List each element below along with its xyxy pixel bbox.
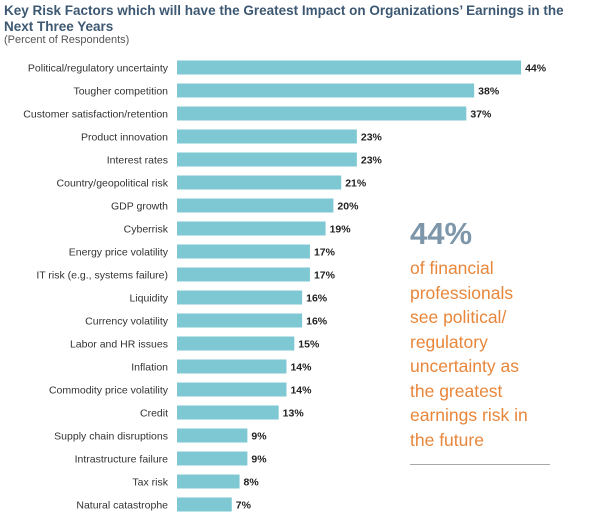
callout-line: the greatest bbox=[410, 380, 503, 401]
callout-line: earnings risk in bbox=[410, 405, 528, 425]
value-label: 19% bbox=[330, 224, 352, 236]
category-label: Inflation bbox=[131, 362, 168, 374]
value-label: 9% bbox=[251, 431, 267, 443]
bar bbox=[177, 428, 248, 443]
category-label: Cyberrisk bbox=[124, 224, 169, 236]
bar bbox=[177, 83, 475, 98]
value-label: 17% bbox=[314, 247, 336, 259]
category-label: Currency volatility bbox=[85, 316, 169, 328]
bar bbox=[177, 290, 303, 305]
chart-subtitle: (Percent of Respondents) bbox=[4, 34, 130, 46]
value-label: 37% bbox=[470, 109, 492, 121]
category-label: Political/regulatory uncertainty bbox=[28, 63, 169, 75]
bar bbox=[177, 129, 357, 144]
value-label: 8% bbox=[244, 477, 260, 489]
value-label: 16% bbox=[306, 293, 328, 305]
bar bbox=[177, 382, 287, 397]
category-label: Energy price volatility bbox=[69, 247, 169, 259]
value-label: 21% bbox=[345, 178, 367, 190]
bar bbox=[177, 106, 467, 121]
category-label: Credit bbox=[140, 408, 168, 420]
category-label: Supply chain disruptions bbox=[54, 431, 168, 443]
bar bbox=[177, 359, 287, 374]
value-label: 14% bbox=[290, 362, 312, 374]
value-label: 23% bbox=[361, 132, 383, 144]
chart-title: Key Risk Factors which will have the Gre… bbox=[4, 3, 564, 34]
callout-line: of financial bbox=[410, 258, 494, 278]
callout: 44% of financial professionals see polit… bbox=[410, 215, 590, 452]
category-label: Commodity price volatility bbox=[49, 385, 169, 397]
category-label: Intrastructure failure bbox=[75, 454, 169, 466]
value-label: 14% bbox=[290, 385, 312, 397]
value-label: 23% bbox=[361, 155, 383, 167]
bar bbox=[177, 336, 295, 351]
value-label: 9% bbox=[251, 454, 267, 466]
category-label: IT risk (e.g., systems failure) bbox=[36, 270, 168, 282]
category-label: Customer satisfaction/retention bbox=[23, 109, 168, 121]
category-label: Interest rates bbox=[107, 155, 168, 167]
value-label: 16% bbox=[306, 316, 328, 328]
category-label: Tougher competition bbox=[73, 86, 168, 98]
value-label: 38% bbox=[478, 86, 500, 98]
bar bbox=[177, 474, 240, 489]
category-label: Labor and HR issues bbox=[70, 339, 168, 351]
bar bbox=[177, 244, 310, 259]
category-label: Natural catastrophe bbox=[76, 500, 168, 512]
bar bbox=[177, 405, 279, 420]
value-label: 17% bbox=[314, 270, 336, 282]
category-label: Country/geopolitical risk bbox=[57, 178, 169, 190]
callout-line: uncertainty as bbox=[410, 356, 519, 376]
bar bbox=[177, 221, 326, 236]
category-label: Tax risk bbox=[132, 477, 168, 489]
category-label: Product innovation bbox=[81, 132, 168, 144]
value-label: 20% bbox=[337, 201, 359, 213]
callout-divider bbox=[410, 464, 550, 465]
bar bbox=[177, 313, 303, 328]
bar bbox=[177, 152, 357, 167]
category-label: Liquidity bbox=[129, 293, 168, 305]
value-label: 15% bbox=[298, 339, 320, 351]
callout-text: of financial professionals see political… bbox=[410, 256, 590, 452]
callout-line: the future bbox=[410, 429, 484, 450]
value-label: 7% bbox=[236, 500, 252, 512]
value-label: 13% bbox=[283, 408, 305, 420]
bar bbox=[177, 175, 342, 190]
category-label: GDP growth bbox=[111, 201, 168, 213]
callout-line: professionals bbox=[410, 282, 514, 303]
value-label: 44% bbox=[525, 63, 547, 75]
bar bbox=[177, 451, 248, 466]
bar bbox=[177, 60, 522, 75]
callout-line: regulatory bbox=[410, 331, 488, 352]
callout-line: see political/ bbox=[410, 307, 507, 327]
bar bbox=[177, 267, 310, 282]
bar bbox=[177, 497, 232, 512]
bar bbox=[177, 198, 334, 213]
callout-value: 44% bbox=[410, 216, 473, 251]
